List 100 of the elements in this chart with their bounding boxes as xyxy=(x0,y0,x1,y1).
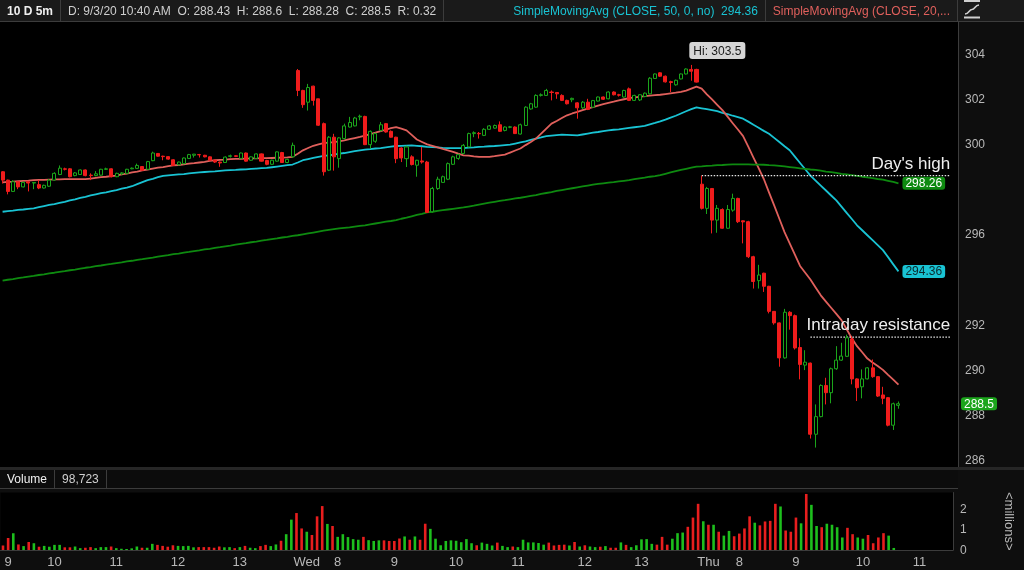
bar xyxy=(17,544,20,550)
candlestick xyxy=(783,308,787,360)
bar xyxy=(459,542,463,550)
candlestick xyxy=(151,151,155,162)
bar xyxy=(614,547,618,550)
candlestick xyxy=(21,181,25,188)
bar xyxy=(748,516,751,550)
bar xyxy=(156,544,159,550)
bar xyxy=(187,545,190,550)
bar xyxy=(398,538,401,550)
candlestick xyxy=(83,169,87,177)
candlestick xyxy=(461,143,465,155)
candlestick xyxy=(498,120,502,133)
bar xyxy=(804,493,808,550)
bar xyxy=(259,546,262,550)
bar xyxy=(840,537,844,550)
bar xyxy=(300,528,303,550)
candlestick xyxy=(824,377,828,405)
bar xyxy=(815,525,818,550)
chart-title: Volume xyxy=(0,470,56,488)
candlestick xyxy=(845,334,849,358)
bar xyxy=(336,536,339,550)
bar xyxy=(423,523,427,550)
candlestick xyxy=(332,133,336,172)
bar xyxy=(223,547,226,550)
bar xyxy=(166,546,170,550)
bar xyxy=(820,527,823,550)
x-tick-label: Thu xyxy=(697,554,720,569)
candlestick xyxy=(415,159,419,178)
candlestick xyxy=(16,180,20,190)
candlestick xyxy=(280,151,284,164)
bar xyxy=(717,531,721,550)
bar xyxy=(217,546,221,550)
bar xyxy=(295,513,298,550)
bar xyxy=(784,530,787,550)
candlestick xyxy=(622,89,626,99)
bar xyxy=(604,546,607,550)
bar xyxy=(650,543,654,550)
bar xyxy=(532,542,535,550)
bar xyxy=(496,542,499,550)
bar xyxy=(681,532,684,550)
bar xyxy=(408,539,412,550)
y-tick-label: 2 xyxy=(960,501,967,516)
candlestick xyxy=(89,172,93,181)
y-axis-title: <millions> xyxy=(1002,492,1017,551)
bar xyxy=(665,544,669,550)
bar xyxy=(151,543,154,550)
candlestick xyxy=(379,121,383,133)
bar xyxy=(27,541,31,550)
bar xyxy=(362,536,365,550)
candlestick xyxy=(710,187,714,234)
bar xyxy=(48,546,51,550)
candlestick xyxy=(322,122,326,177)
candlestick xyxy=(11,179,15,193)
candlestick xyxy=(669,80,673,93)
candlestick xyxy=(26,180,30,192)
bar xyxy=(537,543,540,550)
bar xyxy=(181,546,185,550)
candlestick xyxy=(363,115,367,146)
bar xyxy=(393,540,396,550)
chart-subtitle: 98,723 xyxy=(55,470,107,488)
candlestick xyxy=(109,167,113,178)
bar xyxy=(743,528,746,550)
text: SimpleMovingAvg (CLOSE, 20,... xyxy=(772,3,950,18)
y-tick-label: 300 xyxy=(965,136,986,151)
candlestick xyxy=(606,90,610,100)
bar xyxy=(701,521,705,550)
bar xyxy=(779,506,782,550)
bar xyxy=(264,544,267,550)
text: 294.36 xyxy=(721,3,758,18)
bar xyxy=(356,539,360,550)
bar xyxy=(84,547,87,550)
x-tick-label: 11 xyxy=(109,554,124,569)
candlestick xyxy=(239,152,243,160)
candlestick xyxy=(430,186,434,213)
bar xyxy=(851,534,854,550)
bar xyxy=(326,523,329,550)
bar xyxy=(58,544,61,550)
y-tick-label: 288 xyxy=(965,408,986,423)
candlestick xyxy=(285,158,289,164)
bar xyxy=(228,547,231,550)
candlestick xyxy=(518,123,522,135)
y-tick-label: 286 xyxy=(965,453,986,468)
chart-title: 10 D 5m xyxy=(0,0,62,21)
bar xyxy=(547,542,551,550)
candlestick xyxy=(477,131,481,140)
text: SimpleMovingAvg (CLOSE, 50, 0, no) xyxy=(513,3,715,18)
bar xyxy=(11,533,15,550)
bar xyxy=(511,546,515,550)
bar xyxy=(367,540,370,550)
bar xyxy=(331,525,334,550)
candlestick xyxy=(32,181,36,190)
bar xyxy=(475,545,479,550)
bar xyxy=(470,543,473,550)
candlestick xyxy=(586,98,590,111)
bar xyxy=(501,545,504,550)
x-tick-label: 9 xyxy=(4,554,12,569)
x-tick-label: 11 xyxy=(912,554,927,569)
x-tick-label: 12 xyxy=(577,554,593,569)
candlestick xyxy=(404,145,409,168)
